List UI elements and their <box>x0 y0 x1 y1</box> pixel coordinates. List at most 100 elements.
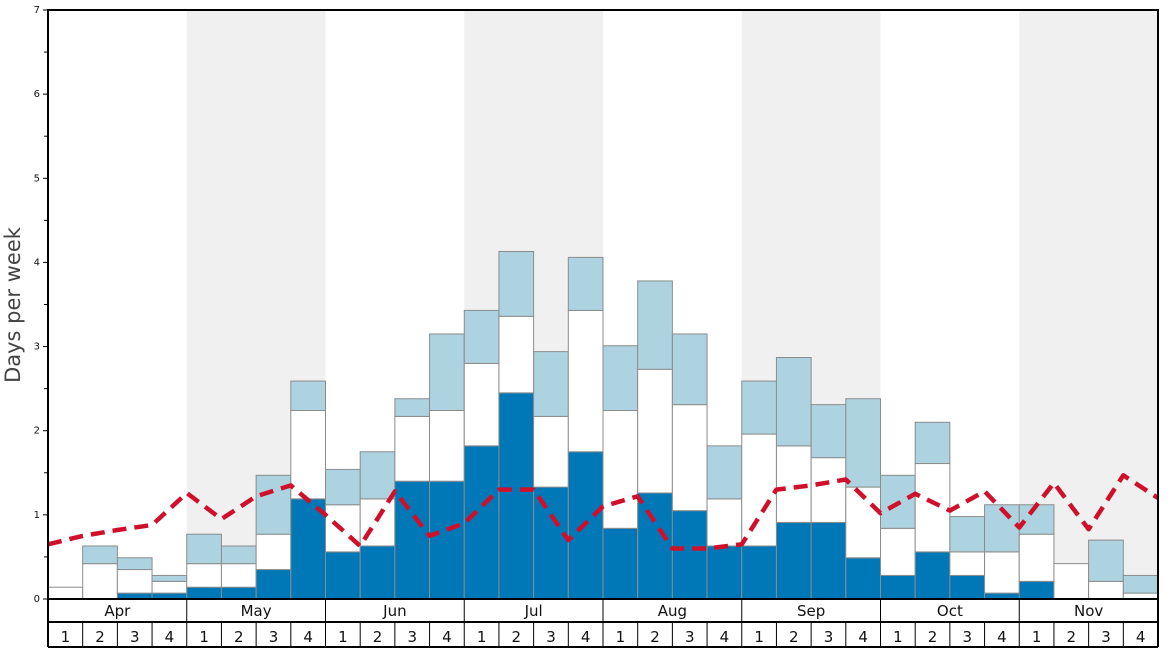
y-tick-label: 3 <box>34 342 40 353</box>
bar-segment-2-week-18 <box>637 280 673 370</box>
bar-segment-0-week-21 <box>741 545 777 600</box>
bar-segment-2-week-5 <box>186 533 222 565</box>
bar-segment-2-week-15 <box>533 351 569 417</box>
week-label: 1 <box>1032 628 1042 646</box>
month-label-sep: Sep <box>797 602 825 620</box>
bar-segment-2-week-32 <box>1122 574 1159 594</box>
week-label: 2 <box>95 628 105 646</box>
month-band-nov <box>1019 10 1158 599</box>
y-tick-label: 0 <box>34 594 40 605</box>
y-tick-label: 4 <box>34 257 40 268</box>
bar-segment-1-week-5 <box>186 563 222 588</box>
bar-segment-0-week-8 <box>290 498 326 600</box>
bar-segment-2-week-13 <box>463 309 500 364</box>
bar-segment-1-week-21 <box>741 433 777 547</box>
week-label: 3 <box>130 628 140 646</box>
bar-segment-0-week-5 <box>186 586 222 600</box>
month-label-oct: Oct <box>937 602 963 620</box>
bar-segment-0-week-6 <box>220 586 257 600</box>
bar-segment-2-week-8 <box>290 380 326 412</box>
week-label: 3 <box>407 628 417 646</box>
bar-segment-2-week-7 <box>255 474 292 535</box>
bar-segment-0-week-10 <box>359 545 396 600</box>
bar-segment-2-week-14 <box>498 250 535 317</box>
week-label: 2 <box>650 628 660 646</box>
week-label: 2 <box>928 628 938 646</box>
bar-segment-0-week-20 <box>706 545 743 600</box>
bar-segment-1-week-27 <box>949 551 986 576</box>
bar-segment-2-week-22 <box>775 357 812 447</box>
bar-segment-1-week-26 <box>914 463 951 553</box>
week-label: 4 <box>858 628 868 646</box>
y-axis-label: Days per week <box>1 226 25 383</box>
week-label: 4 <box>303 628 313 646</box>
bar-segment-1-week-30 <box>1053 563 1090 600</box>
bar-segment-2-week-3 <box>116 557 153 571</box>
bar-segment-1-week-3 <box>116 569 153 594</box>
week-label: 4 <box>442 628 452 646</box>
week-label: 2 <box>234 628 244 646</box>
week-label: 4 <box>1136 628 1146 646</box>
bar-segment-1-week-16 <box>567 309 604 453</box>
bar-segment-1-week-12 <box>429 410 465 482</box>
month-label-jun: Jun <box>382 602 406 620</box>
month-label-aug: Aug <box>658 602 687 620</box>
bar-segment-0-week-18 <box>637 492 673 600</box>
month-label-nov: Nov <box>1074 602 1103 620</box>
bar-segment-0-week-22 <box>775 521 812 600</box>
bar-segment-0-week-24 <box>845 557 881 600</box>
x-axis: Apr May Jun Jul Aug Sep Oct Nov 1 2 3 4 1 2 3 4 1 2 3 4 1 2 3 4… <box>47 9 1159 648</box>
bar-segment-2-week-24 <box>845 398 881 488</box>
week-label: 2 <box>512 628 522 646</box>
week-label: 2 <box>373 628 383 646</box>
month-label-may: May <box>241 602 272 620</box>
bar-segment-2-week-19 <box>671 333 708 406</box>
bar-segment-2-week-16 <box>567 256 604 311</box>
week-label: 3 <box>962 628 972 646</box>
bar-segment-1-week-8 <box>290 410 326 500</box>
y-tick-label: 6 <box>34 89 40 100</box>
bar-segment-0-week-12 <box>429 480 465 600</box>
bar-segment-2-week-4 <box>151 574 188 582</box>
bar-segment-0-week-9 <box>325 551 361 600</box>
bar-segment-1-week-11 <box>394 415 431 482</box>
bar-segment-1-week-28 <box>984 551 1020 594</box>
bars <box>47 250 1159 600</box>
bar-segment-1-week-4 <box>151 580 188 594</box>
bar-segment-1-week-2 <box>82 563 118 600</box>
bar-segment-1-week-31 <box>1088 580 1124 600</box>
week-label: 4 <box>581 628 591 646</box>
bar-segment-2-week-28 <box>984 504 1020 553</box>
y-axis: 0 1 2 3 4 5 6 7 <box>34 5 48 605</box>
bar-segment-0-week-27 <box>949 574 986 600</box>
bar-segment-2-week-11 <box>394 398 431 417</box>
bar-segment-1-week-15 <box>533 415 569 488</box>
bar-segment-0-week-17 <box>602 527 639 600</box>
bar-segment-2-week-23 <box>810 404 847 459</box>
week-label: 3 <box>546 628 556 646</box>
bar-segment-2-week-9 <box>325 468 361 506</box>
week-label: 4 <box>997 628 1007 646</box>
average-line <box>47 473 1160 551</box>
week-label: 2 <box>789 628 799 646</box>
bar-segment-0-week-7 <box>255 569 292 600</box>
average-line-group <box>47 473 1160 551</box>
bar-segment-1-week-20 <box>706 498 743 547</box>
bar-segment-0-week-29 <box>1018 580 1055 600</box>
month-band-apr <box>48 10 187 599</box>
bar-segment-0-week-13 <box>463 445 500 600</box>
bar-segment-1-week-14 <box>498 315 535 394</box>
bar-segment-0-week-14 <box>498 392 535 600</box>
bar-segment-2-week-29 <box>1018 504 1055 535</box>
week-label: 1 <box>199 628 209 646</box>
week-label: 3 <box>824 628 834 646</box>
week-label: 1 <box>893 628 903 646</box>
bar-segment-2-week-26 <box>914 421 951 465</box>
month-label-jul: Jul <box>524 602 543 620</box>
week-label: 3 <box>685 628 695 646</box>
bar-segment-1-week-7 <box>255 533 292 571</box>
y-tick-label: 5 <box>34 173 40 184</box>
bar-segment-2-week-10 <box>359 451 396 500</box>
